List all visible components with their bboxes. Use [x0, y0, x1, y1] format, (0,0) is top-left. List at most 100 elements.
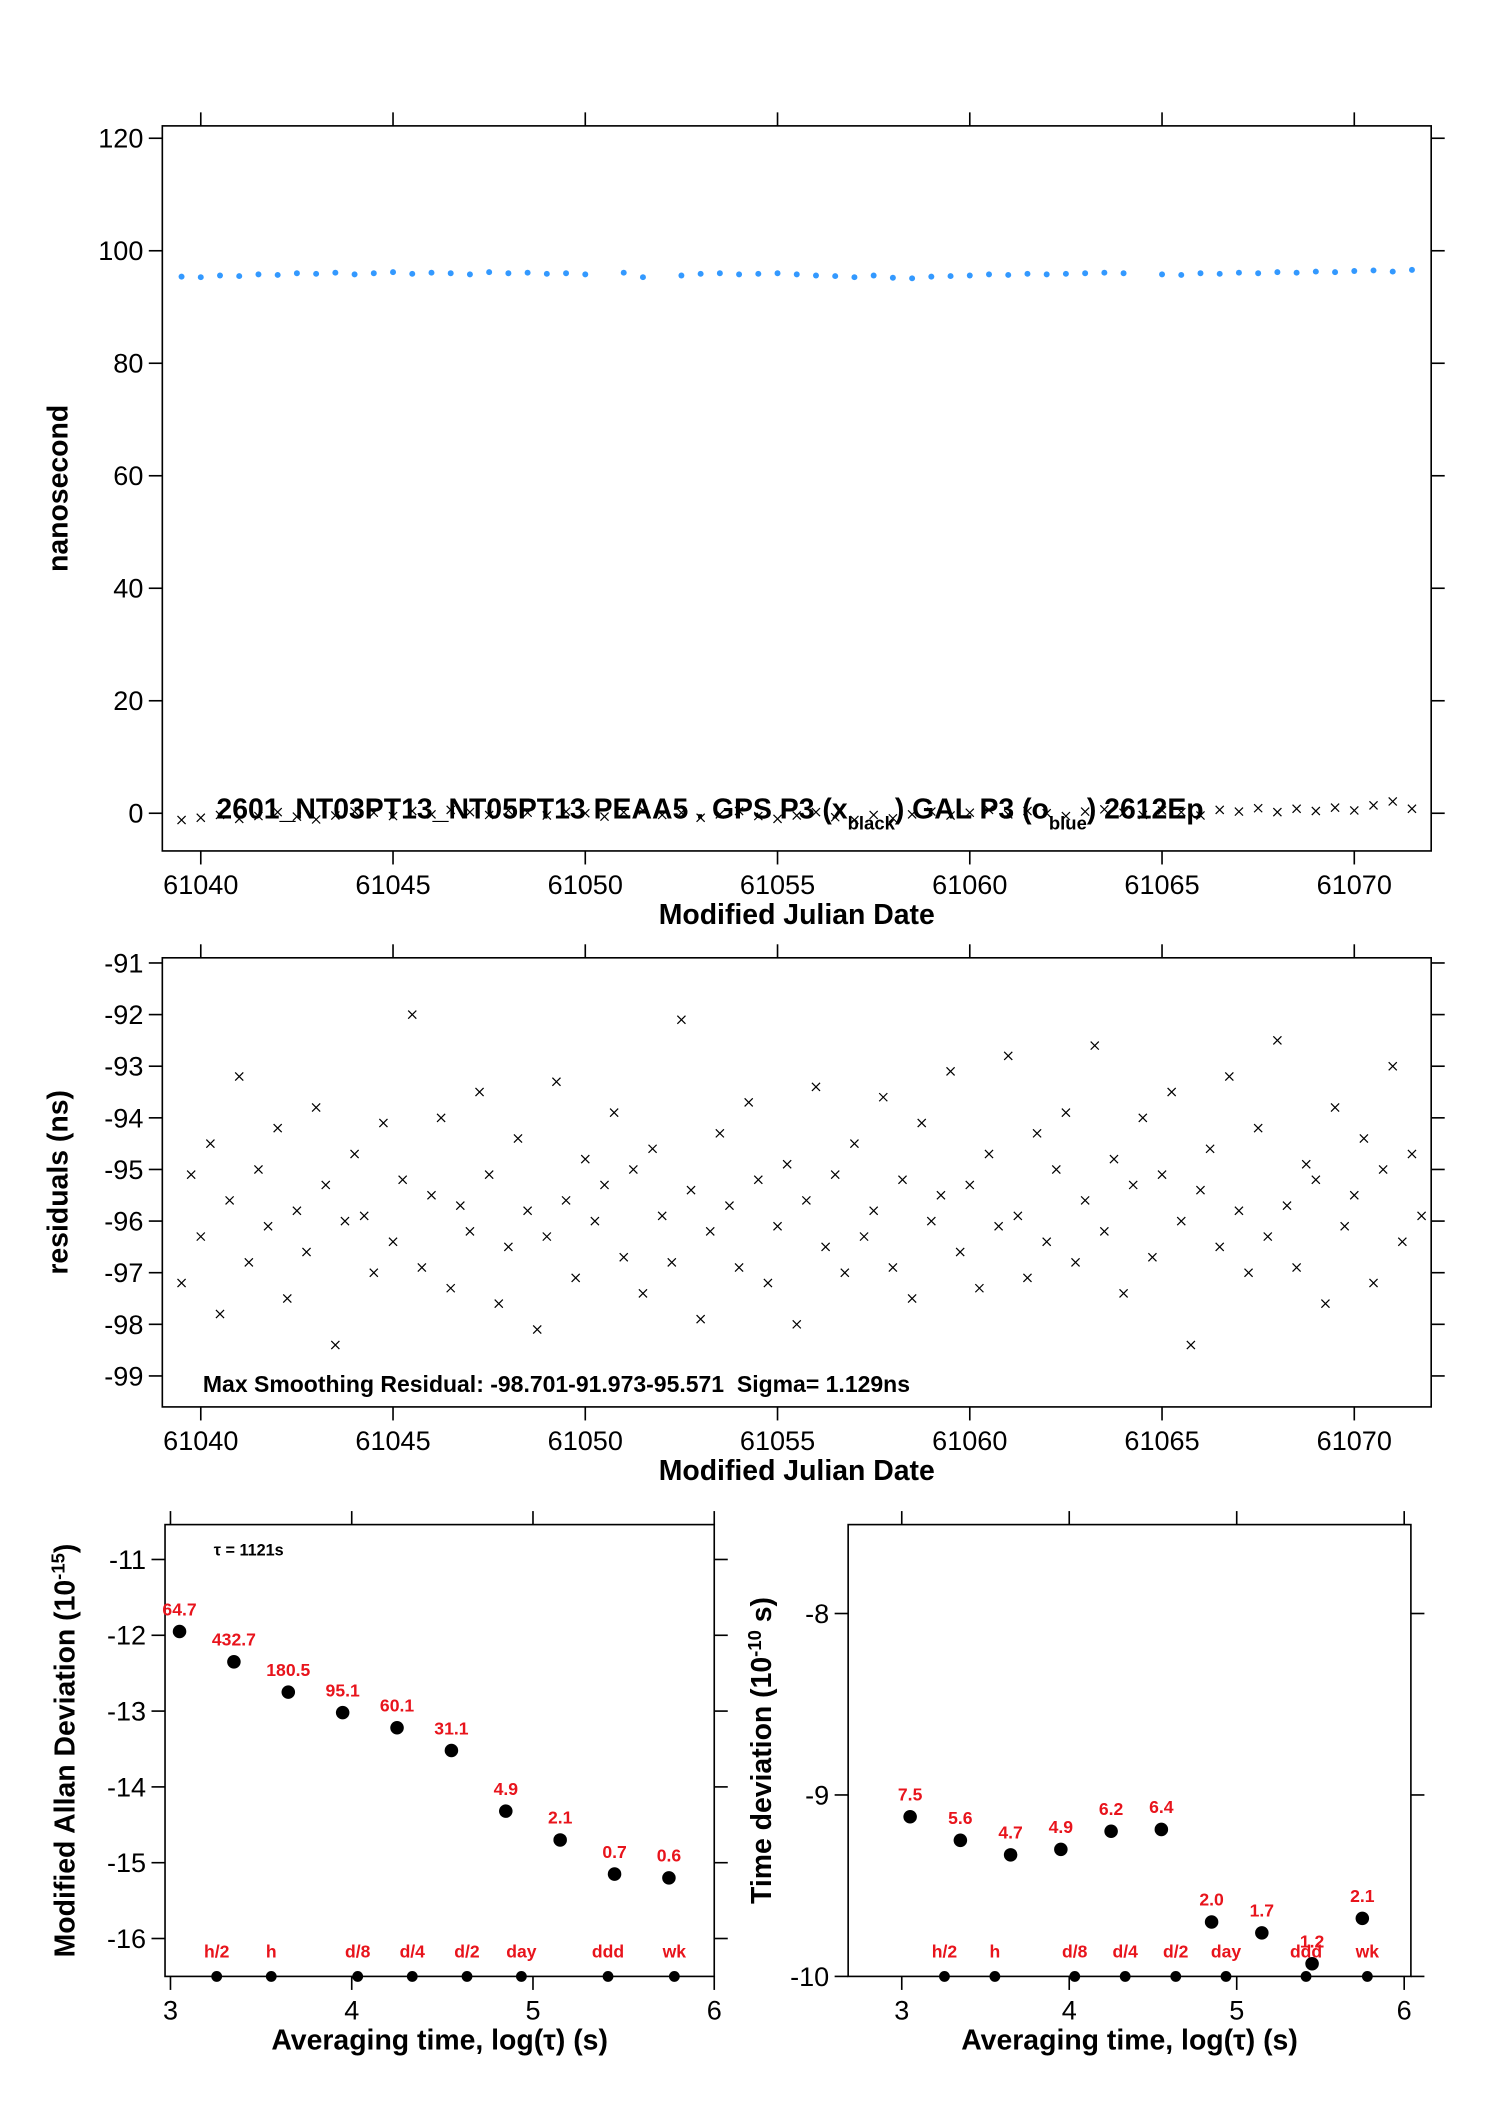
data-point [321, 1180, 331, 1190]
data-point [953, 1833, 968, 1848]
data-point [311, 1103, 321, 1112]
data-point [215, 810, 225, 820]
data-point [984, 805, 994, 815]
data-point [378, 1118, 388, 1128]
data-point [813, 272, 819, 279]
data-point [869, 810, 879, 820]
data-point [1312, 268, 1319, 275]
data-point [1205, 1144, 1215, 1154]
data-point [1378, 1164, 1388, 1174]
point-label: 6.4 [1149, 1797, 1174, 1817]
x-tick-label: 6 [707, 1996, 722, 2026]
data-point [177, 1278, 187, 1288]
y-tick-label: -11 [109, 1545, 146, 1575]
data-point [1359, 1133, 1369, 1143]
data-point [523, 1206, 533, 1216]
data-point [849, 815, 859, 825]
data-point [369, 808, 379, 818]
data-point [1311, 1175, 1321, 1185]
data-point [811, 807, 821, 817]
data-point [330, 811, 340, 820]
data-point [1370, 267, 1377, 274]
data-point [273, 807, 283, 817]
data-point [1062, 270, 1069, 277]
data-point [1195, 1185, 1205, 1195]
y-tick-label: -95 [104, 1155, 143, 1185]
x-axis-title: Averaging time, log(τ) (s) [271, 2024, 608, 2056]
data-point [830, 812, 840, 822]
data-point [244, 1257, 254, 1267]
data-point [350, 1149, 360, 1159]
tau-marker [1220, 1971, 1232, 1982]
tau-marker [1300, 1971, 1312, 1982]
tau-marker [515, 1971, 527, 1982]
data-point [686, 1185, 696, 1195]
data-point [607, 1867, 622, 1881]
data-point [465, 1226, 475, 1236]
annotation-part: blue [1049, 812, 1087, 833]
data-point [398, 1175, 408, 1185]
data-point [1301, 1159, 1311, 1169]
data-point [662, 1871, 676, 1885]
data-point [619, 807, 629, 817]
data-point [984, 1149, 994, 1159]
data-point [639, 274, 646, 281]
data-point [561, 807, 571, 817]
data-point [293, 270, 300, 277]
data-point [1272, 1035, 1282, 1045]
y-tick-label: -97 [104, 1258, 143, 1288]
y-tick-label: 100 [98, 236, 143, 266]
data-point [227, 1655, 241, 1669]
data-point [274, 271, 281, 278]
data-point [486, 269, 493, 276]
data-point [946, 811, 956, 820]
annotation: Max Smoothing Residual: -98.701-91.973-9… [203, 1371, 910, 1397]
data-point [657, 810, 667, 820]
y-tick-label: 120 [98, 124, 143, 154]
data-point [744, 1097, 754, 1107]
x-tick-label: 61040 [163, 870, 238, 900]
data-point [840, 1268, 850, 1278]
x-tick-label: 6 [1397, 1996, 1412, 2026]
data-point [1389, 268, 1396, 275]
data-point [388, 811, 398, 821]
data-point [1022, 1273, 1032, 1283]
data-point [1417, 1211, 1427, 1221]
tau-marker-label: d/2 [1163, 1941, 1189, 1961]
data-point [1119, 1288, 1129, 1298]
y-axis-title: nanosecond [43, 405, 75, 572]
data-point [638, 1288, 648, 1298]
data-point [755, 270, 762, 277]
point-label: 7.5 [898, 1785, 923, 1805]
data-point [177, 815, 187, 825]
tau-marker-label: h [266, 1941, 277, 1961]
point-label: 5.6 [948, 1808, 973, 1828]
x-tick-label: 3 [894, 1996, 909, 2026]
data-point [236, 273, 243, 280]
data-point [292, 1206, 302, 1216]
data-point [1082, 270, 1089, 277]
data-point [217, 272, 223, 279]
tau-marker [939, 1971, 950, 1982]
x-tick-label: 5 [525, 1996, 540, 2026]
data-point [1022, 806, 1032, 816]
annotation-part: Max Smoothing Residual: -98.701-91.973-9… [203, 1371, 910, 1397]
y-tick-label: 20 [113, 686, 143, 716]
y-tick-label: -14 [107, 1772, 146, 1802]
data-point [513, 1133, 523, 1143]
tau-marker-label: ddd [592, 1941, 624, 1961]
data-point [1080, 807, 1090, 817]
data-point [917, 1118, 927, 1128]
data-point [609, 1108, 619, 1118]
data-point [484, 1170, 494, 1180]
plot-frame [847, 1523, 1412, 1978]
data-point [849, 1139, 859, 1149]
data-point [292, 812, 302, 822]
data-point [851, 274, 858, 281]
plot-frame [161, 125, 1432, 852]
x-tick-label: 61045 [355, 870, 430, 900]
x-tick-label: 61065 [1124, 870, 1199, 900]
data-point [1054, 1842, 1068, 1857]
data-point [1215, 1242, 1225, 1252]
data-point [936, 1190, 946, 1200]
